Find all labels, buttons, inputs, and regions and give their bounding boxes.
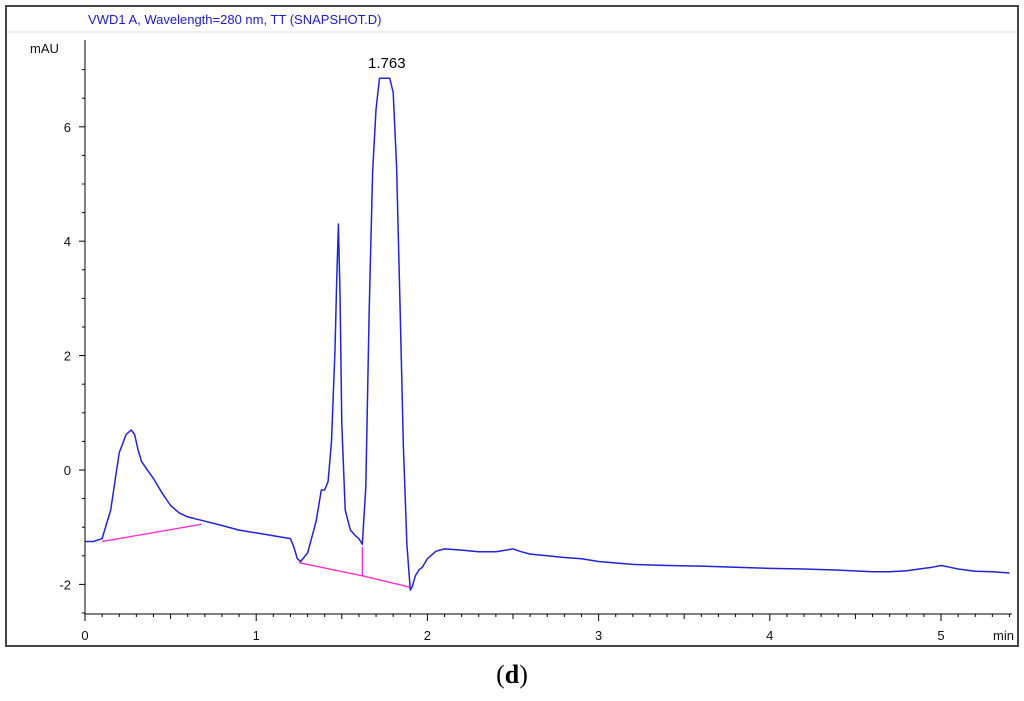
signal-line <box>85 77 1010 591</box>
caption-letter: d <box>504 660 520 689</box>
y-tick-label: 6 <box>64 120 71 135</box>
y-axis: -2 0 2 4 6 <box>59 40 86 614</box>
peak-label: 1.763 <box>368 55 406 72</box>
x-tick-label: 5 <box>937 628 944 643</box>
y-tick-label: -2 <box>59 577 71 592</box>
x-tick-label: 4 <box>766 628 773 643</box>
caption-open-paren: ( <box>496 660 505 689</box>
y-tick-label: 4 <box>64 234 71 249</box>
x-tick-label: 1 <box>253 628 260 643</box>
chromatogram-frame: VWD1 A, Wavelength=280 nm, TT (SNAPSHOT.… <box>5 5 1019 647</box>
panel-caption: (d) <box>0 660 1024 690</box>
y-tick-label: 0 <box>64 463 71 478</box>
peak-annotations: 1.763 <box>368 55 406 72</box>
x-axis-unit: min <box>993 628 1014 643</box>
y-axis-unit: mAU <box>30 41 59 56</box>
x-tick-label: 3 <box>595 628 602 643</box>
integration-baseline <box>298 561 363 577</box>
signal-trace <box>85 77 1010 591</box>
outer-border <box>5 5 1019 647</box>
x-tick-label: 2 <box>424 628 431 643</box>
integration-baseline <box>102 523 202 543</box>
y-tick-label: 2 <box>64 349 71 364</box>
caption-close-paren: ) <box>519 660 528 689</box>
x-tick-label: 0 <box>81 628 88 643</box>
integration-baselines <box>102 523 411 588</box>
chart-header: VWD1 A, Wavelength=280 nm, TT (SNAPSHOT.… <box>88 12 381 27</box>
x-axis: 0 1 2 3 4 5 <box>81 613 1012 643</box>
integration-baseline <box>362 575 411 588</box>
